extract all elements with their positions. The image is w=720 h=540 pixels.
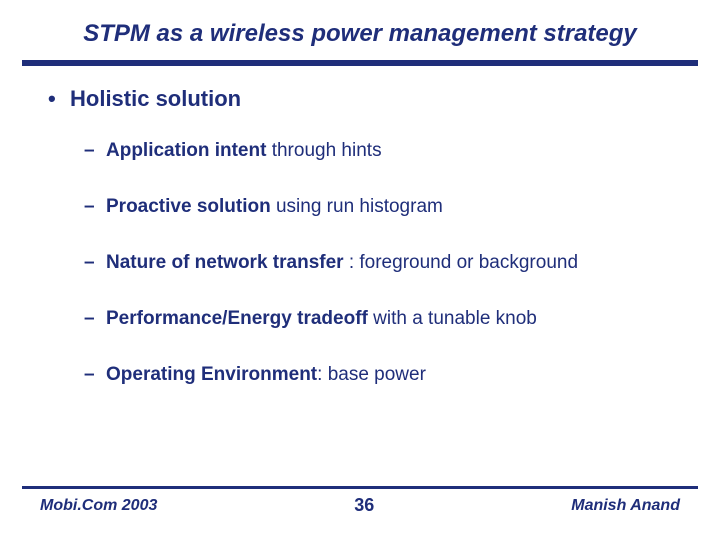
- level1-text: Holistic solution: [70, 86, 241, 111]
- footer-rule: [22, 486, 699, 489]
- bullet-level2: –Application intent through hints: [84, 140, 690, 162]
- footer-right: Manish Anand: [571, 497, 680, 515]
- dash-icon: –: [84, 252, 106, 274]
- bullet-icon: •: [48, 86, 70, 112]
- dash-icon: –: [84, 308, 106, 330]
- slide-content: •Holistic solution –Application intent t…: [0, 66, 720, 386]
- item-bold: Proactive solution: [106, 196, 271, 217]
- dash-icon: –: [84, 196, 106, 218]
- bullet-level2: –Performance/Energy tradeoff with a tuna…: [84, 308, 690, 330]
- bullet-level2: –Proactive solution using run histogram: [84, 196, 690, 218]
- slide-footer: Mobi.Com 2003 36 Manish Anand: [0, 486, 720, 516]
- item-normal: : base power: [317, 364, 426, 385]
- item-bold: Performance/Energy tradeoff: [106, 308, 368, 329]
- slide: STPM as a wireless power management stra…: [0, 0, 720, 540]
- footer-page-number: 36: [354, 495, 374, 516]
- slide-title: STPM as a wireless power management stra…: [0, 20, 720, 60]
- item-normal: : foreground or background: [344, 252, 579, 273]
- bullet-level1: •Holistic solution: [48, 86, 690, 112]
- item-bold: Nature of network transfer: [106, 252, 344, 273]
- bullet-level2: –Nature of network transfer : foreground…: [84, 252, 690, 274]
- footer-left: Mobi.Com 2003: [40, 497, 157, 515]
- footer-row: Mobi.Com 2003 36 Manish Anand: [0, 495, 720, 516]
- item-normal: with a tunable knob: [368, 308, 537, 329]
- dash-icon: –: [84, 364, 106, 386]
- item-bold: Operating Environment: [106, 364, 317, 385]
- bullet-level2: –Operating Environment: base power: [84, 364, 690, 386]
- dash-icon: –: [84, 140, 106, 162]
- item-normal: through hints: [266, 140, 381, 161]
- item-bold: Application intent: [106, 140, 266, 161]
- item-normal: using run histogram: [271, 196, 443, 217]
